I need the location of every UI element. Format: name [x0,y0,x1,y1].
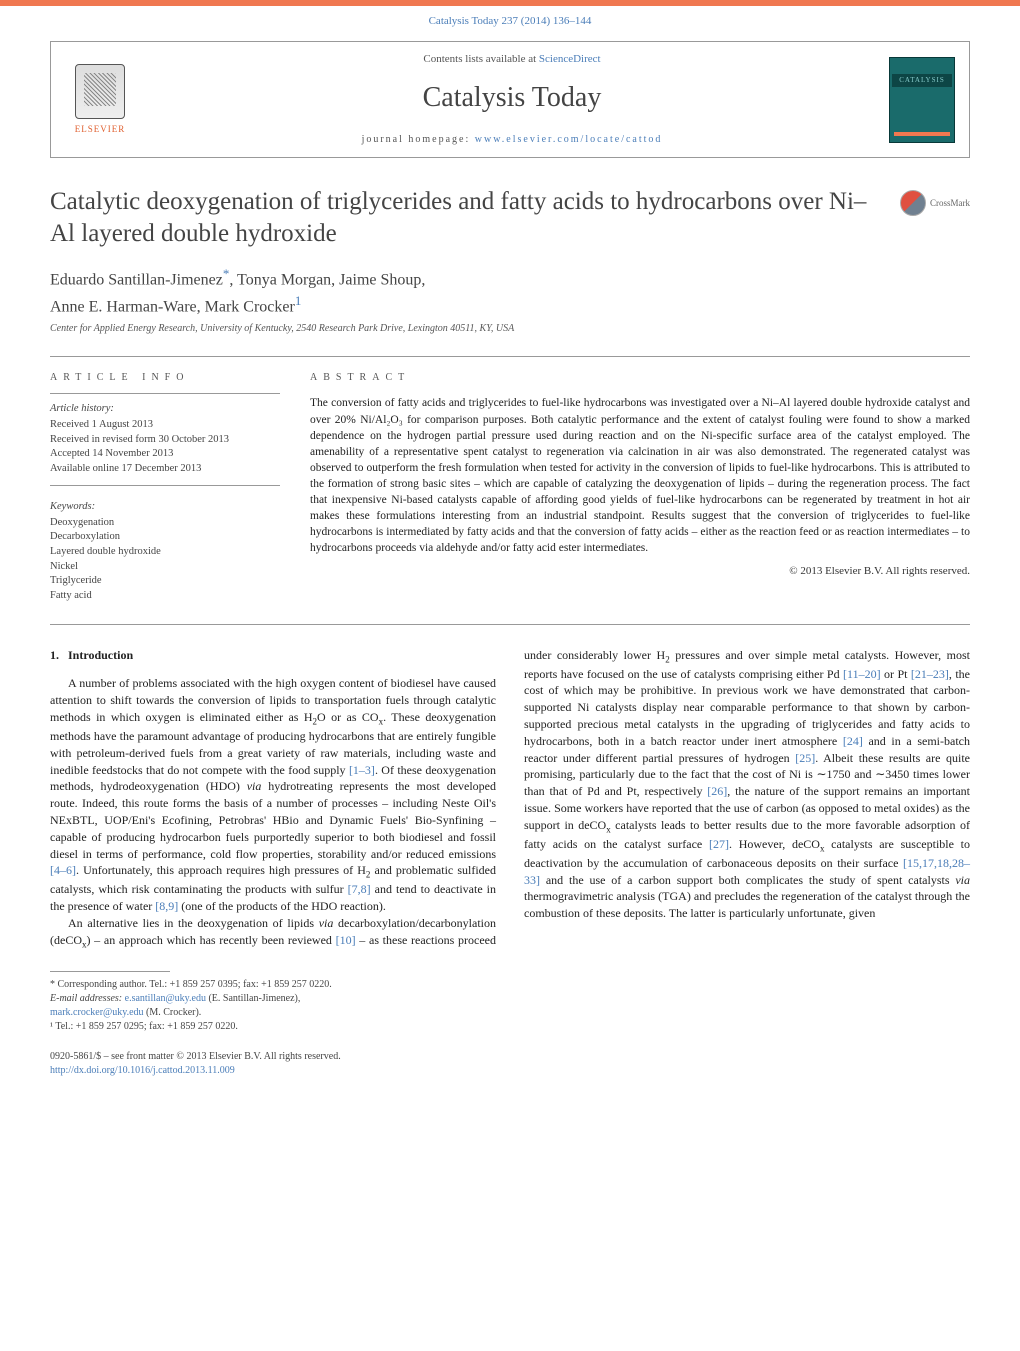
contents-line: Contents lists available at ScienceDirec… [135,52,889,67]
abstract-block: abstract The conversion of fatty acids a… [310,371,970,603]
journal-cover-thumb [889,57,955,143]
affiliation: Center for Applied Energy Research, Univ… [50,322,970,336]
elsevier-logo: ELSEVIER [65,60,135,140]
ref-link[interactable]: [1–3] [349,763,375,777]
keywords-label: Keywords: [50,500,280,515]
divider [50,624,970,625]
history-line: Received 1 August 2013 [50,418,280,433]
footnotes: * Corresponding author. Tel.: +1 859 257… [50,971,490,1034]
homepage-line: journal homepage: www.elsevier.com/locat… [135,133,889,147]
ref-link[interactable]: [27] [709,837,729,851]
elsevier-label: ELSEVIER [75,123,126,136]
bottom-info: 0920-5861/$ – see front matter © 2013 El… [50,1050,970,1078]
ref-link[interactable]: [8,9] [155,899,178,913]
contents-prefix: Contents lists available at [423,53,538,65]
sciencedirect-link[interactable]: ScienceDirect [539,53,601,65]
body-para: A number of problems associated with the… [50,675,496,915]
abstract-copyright: © 2013 Elsevier B.V. All rights reserved… [310,564,970,579]
article-info-heading: article info [50,371,280,385]
crossmark-label: CrossMark [930,197,970,210]
doi-link[interactable]: http://dx.doi.org/10.1016/j.cattod.2013.… [50,1065,235,1076]
crossmark-icon [900,190,926,216]
ref-link[interactable]: [4–6] [50,863,76,877]
emails-line: E-mail addresses: e.santillan@uky.edu (E… [50,992,490,1006]
abstract-text: The conversion of fatty acids and trigly… [310,395,970,556]
email-link[interactable]: mark.crocker@uky.edu [50,1007,144,1018]
ref-link[interactable]: [15,17,18,28–33] [524,856,970,887]
issn-line: 0920-5861/$ – see front matter © 2013 El… [50,1050,970,1064]
keyword: Fatty acid [50,589,280,604]
history-line: Accepted 14 November 2013 [50,447,280,462]
ref-link[interactable]: [24] [843,734,863,748]
emails-line-2: mark.crocker@uky.edu (M. Crocker). [50,1006,490,1020]
corresponding-author: * Corresponding author. Tel.: +1 859 257… [50,978,490,992]
ref-link[interactable]: [21–23] [911,667,949,681]
journal-reference: Catalysis Today 237 (2014) 136–144 [0,6,1020,41]
section-heading: 1. Introduction [50,647,496,664]
journal-name: Catalysis Today [135,78,889,117]
ref-link[interactable]: [11–20] [843,667,881,681]
keyword: Nickel [50,560,280,575]
article-title: Catalytic deoxygenation of triglycerides… [50,186,880,251]
authors: Eduardo Santillan-Jimenez*, Tonya Morgan… [50,265,970,318]
crossmark-badge[interactable]: CrossMark [900,190,970,216]
history-line: Available online 17 December 2013 [50,462,280,477]
footnote-1: ¹ Tel.: +1 859 257 0295; fax: +1 859 257… [50,1020,490,1034]
ref-link[interactable]: [26] [707,784,727,798]
ref-link[interactable]: [10] [336,933,356,947]
homepage-prefix: journal homepage: [362,134,475,145]
ref-link[interactable]: [25] [795,751,815,765]
homepage-link[interactable]: www.elsevier.com/locate/cattod [475,134,663,145]
journal-header: ELSEVIER Contents lists available at Sci… [50,41,970,158]
email-link[interactable]: e.santillan@uky.edu [125,993,206,1004]
divider [50,356,970,357]
ref-link[interactable]: [7,8] [348,882,371,896]
keyword: Decarboxylation [50,530,280,545]
article-info-block: article info Article history: Received 1… [50,371,280,603]
section-title: Introduction [68,648,133,662]
keyword: Deoxygenation [50,516,280,531]
history-line: Received in revised form 30 October 2013 [50,433,280,448]
keyword: Layered double hydroxide [50,545,280,560]
history-label: Article history: [50,402,280,417]
section-number: 1. [50,648,59,662]
elsevier-tree-icon [75,64,125,119]
abstract-heading: abstract [310,371,970,385]
keyword: Triglyceride [50,574,280,589]
body-columns: 1. Introduction A number of problems ass… [50,647,970,951]
